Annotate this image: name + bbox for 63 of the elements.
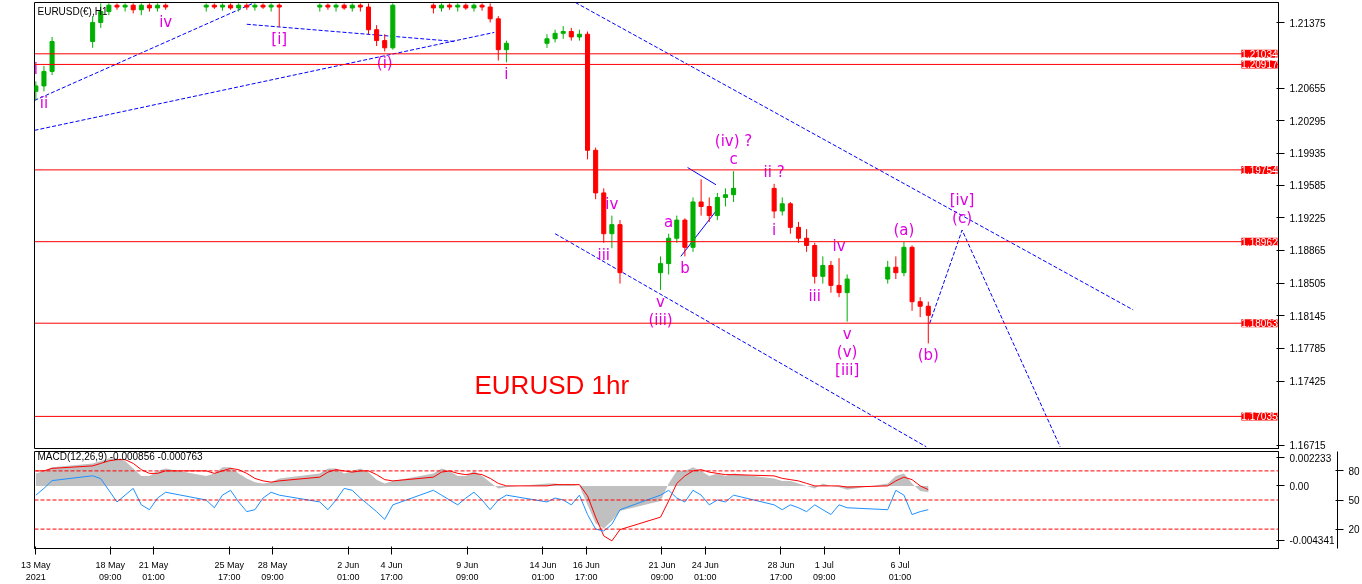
x-tick-label: 24 Jun 01:00: [691, 559, 719, 582]
annotation: [iv]: [949, 191, 975, 210]
x-tick-label: 2 Jun 01:00: [336, 559, 360, 582]
y-tick-label: 0.00: [1289, 480, 1310, 492]
x-tick-label: 13 May 2021: [21, 559, 52, 582]
y-tick-label: 0.002233: [1289, 452, 1332, 464]
annotation: ii: [39, 94, 49, 113]
y2-tick-label: 20: [1348, 524, 1361, 536]
ref-line-label: 1.20917: [1241, 59, 1278, 71]
annotation: iv: [159, 12, 173, 31]
annotation: [iii]: [835, 360, 860, 379]
annotation: iii: [597, 245, 611, 264]
annotation: [i]: [271, 29, 288, 48]
x-tick-label: 21 May 01:00: [138, 559, 169, 582]
y-tick-label: 1.19935: [1289, 148, 1327, 160]
x-tick-label: 28 May 09:00: [257, 559, 288, 582]
annotation: i: [33, 60, 38, 79]
y-tick-label: 1.19225: [1289, 212, 1327, 224]
ref-line-label: 1.17035: [1241, 411, 1278, 423]
y-tick-label: 1.18865: [1289, 245, 1327, 257]
y2-tick-label: 80: [1348, 465, 1361, 477]
annotation: (iv) ?: [714, 132, 753, 151]
y-tick-label: 1.18505: [1289, 278, 1327, 290]
x-tick-label: 18 May 09:00: [95, 559, 126, 582]
annotation: v: [656, 292, 666, 311]
ref-line-label: 1.18962: [1241, 236, 1278, 248]
annotation: c: [729, 150, 738, 169]
ref-line-label: 1.21034: [1241, 48, 1278, 60]
text: EURUSD 1hr: [474, 369, 630, 400]
x-tick-label: 1 Jul 09:00: [812, 559, 836, 582]
annotation: (c): [952, 209, 973, 228]
annotation: iv: [605, 194, 619, 213]
y-tick-label: 1.18145: [1289, 310, 1327, 322]
x-tick-label: 28 Jun 17:00: [767, 559, 795, 582]
annotation: i: [504, 65, 509, 84]
chart-title: MACD(12,26,9) -0.000856 -0.000763: [37, 450, 204, 462]
x-tick-label: 14 Jun 01:00: [529, 559, 557, 582]
y-tick-label: 1.17785: [1289, 343, 1327, 355]
x-tick-label: 9 Jun 09:00: [455, 559, 479, 582]
x-tick-label: 6 Jul 01:00: [888, 559, 912, 582]
x-tick-label: 25 May 17:00: [214, 559, 245, 582]
annotation: (a): [893, 220, 915, 239]
annotation: (b): [917, 346, 939, 365]
y-tick-label: 1.20655: [1289, 83, 1327, 95]
x-tick-label: 4 Jun 17:00: [380, 559, 403, 582]
x-tick-label: 21 Jun 09:00: [648, 559, 676, 582]
y-tick-label: 1.21375: [1289, 17, 1327, 29]
annotation: v: [842, 324, 852, 343]
y-tick-label: 1.20295: [1289, 115, 1327, 127]
y-tick-label: 1.19585: [1289, 180, 1327, 192]
annotation: i: [772, 221, 777, 240]
annotation: iv: [832, 237, 846, 256]
annotation: b: [680, 259, 690, 278]
annotation: a: [664, 212, 674, 231]
y-tick-label: 1.17425: [1289, 376, 1327, 388]
y-tick-label: -0.004341: [1289, 535, 1335, 547]
ref-line-label: 1.18063: [1241, 318, 1278, 330]
y-tick-label: 1.16715: [1289, 440, 1327, 452]
y2-tick-label: 50: [1348, 495, 1361, 506]
x-tick-label: 16 Jun 17:00: [572, 559, 600, 582]
ref-line-label: 1.19754: [1241, 164, 1278, 176]
annotation: iii: [808, 286, 821, 305]
annotation: (v): [836, 342, 858, 361]
